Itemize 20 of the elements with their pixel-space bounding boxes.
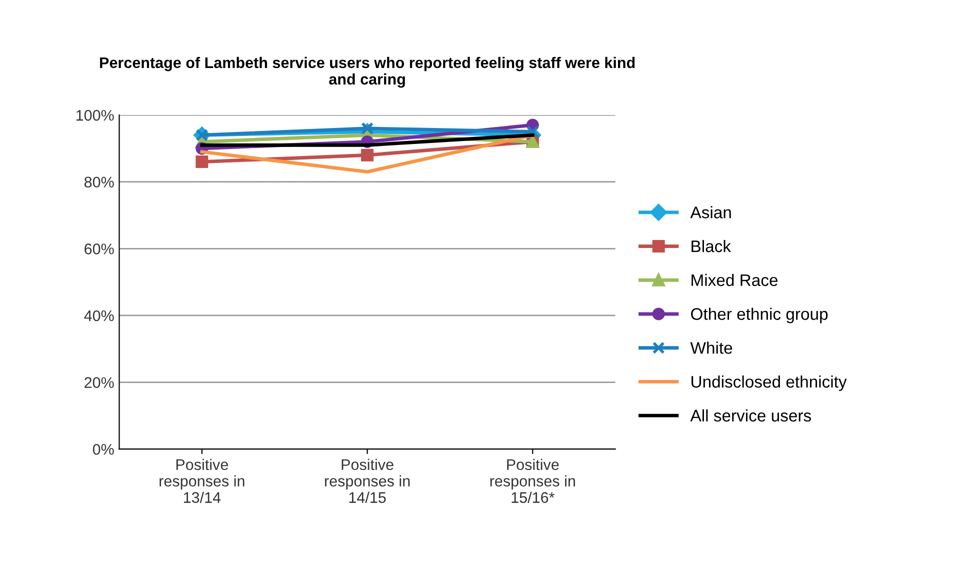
chart-title: Percentage of Lambeth service users who reported feeling staff were kind and caring xyxy=(100,56,635,88)
point xyxy=(361,122,374,135)
x-tick-label: Positive responses in 15/16* xyxy=(490,458,575,503)
legend-label: Mixed Race xyxy=(692,274,778,286)
legend-label: Black xyxy=(692,240,732,252)
x-tick-label: Positive responses in 14/15 xyxy=(324,458,410,503)
legend-label: Other ethnic group xyxy=(691,308,828,324)
y-tick-label: 20% xyxy=(84,377,114,388)
legend-label: Undisclosed ethnicity xyxy=(692,375,847,391)
legend-label: Asian xyxy=(690,206,731,218)
point xyxy=(361,148,374,162)
y-tick-label: 100% xyxy=(76,110,114,121)
legend-label: White xyxy=(690,342,732,354)
y-tick-label: 60% xyxy=(84,244,114,254)
x-tick-label: Positive responses in 13/14 xyxy=(160,458,244,503)
legend-label: All service users xyxy=(690,409,811,422)
y-tick-label: 0% xyxy=(92,444,114,455)
y-tick-label: 80% xyxy=(84,176,114,188)
point xyxy=(196,156,208,168)
y-tick-label: 40% xyxy=(84,310,114,322)
